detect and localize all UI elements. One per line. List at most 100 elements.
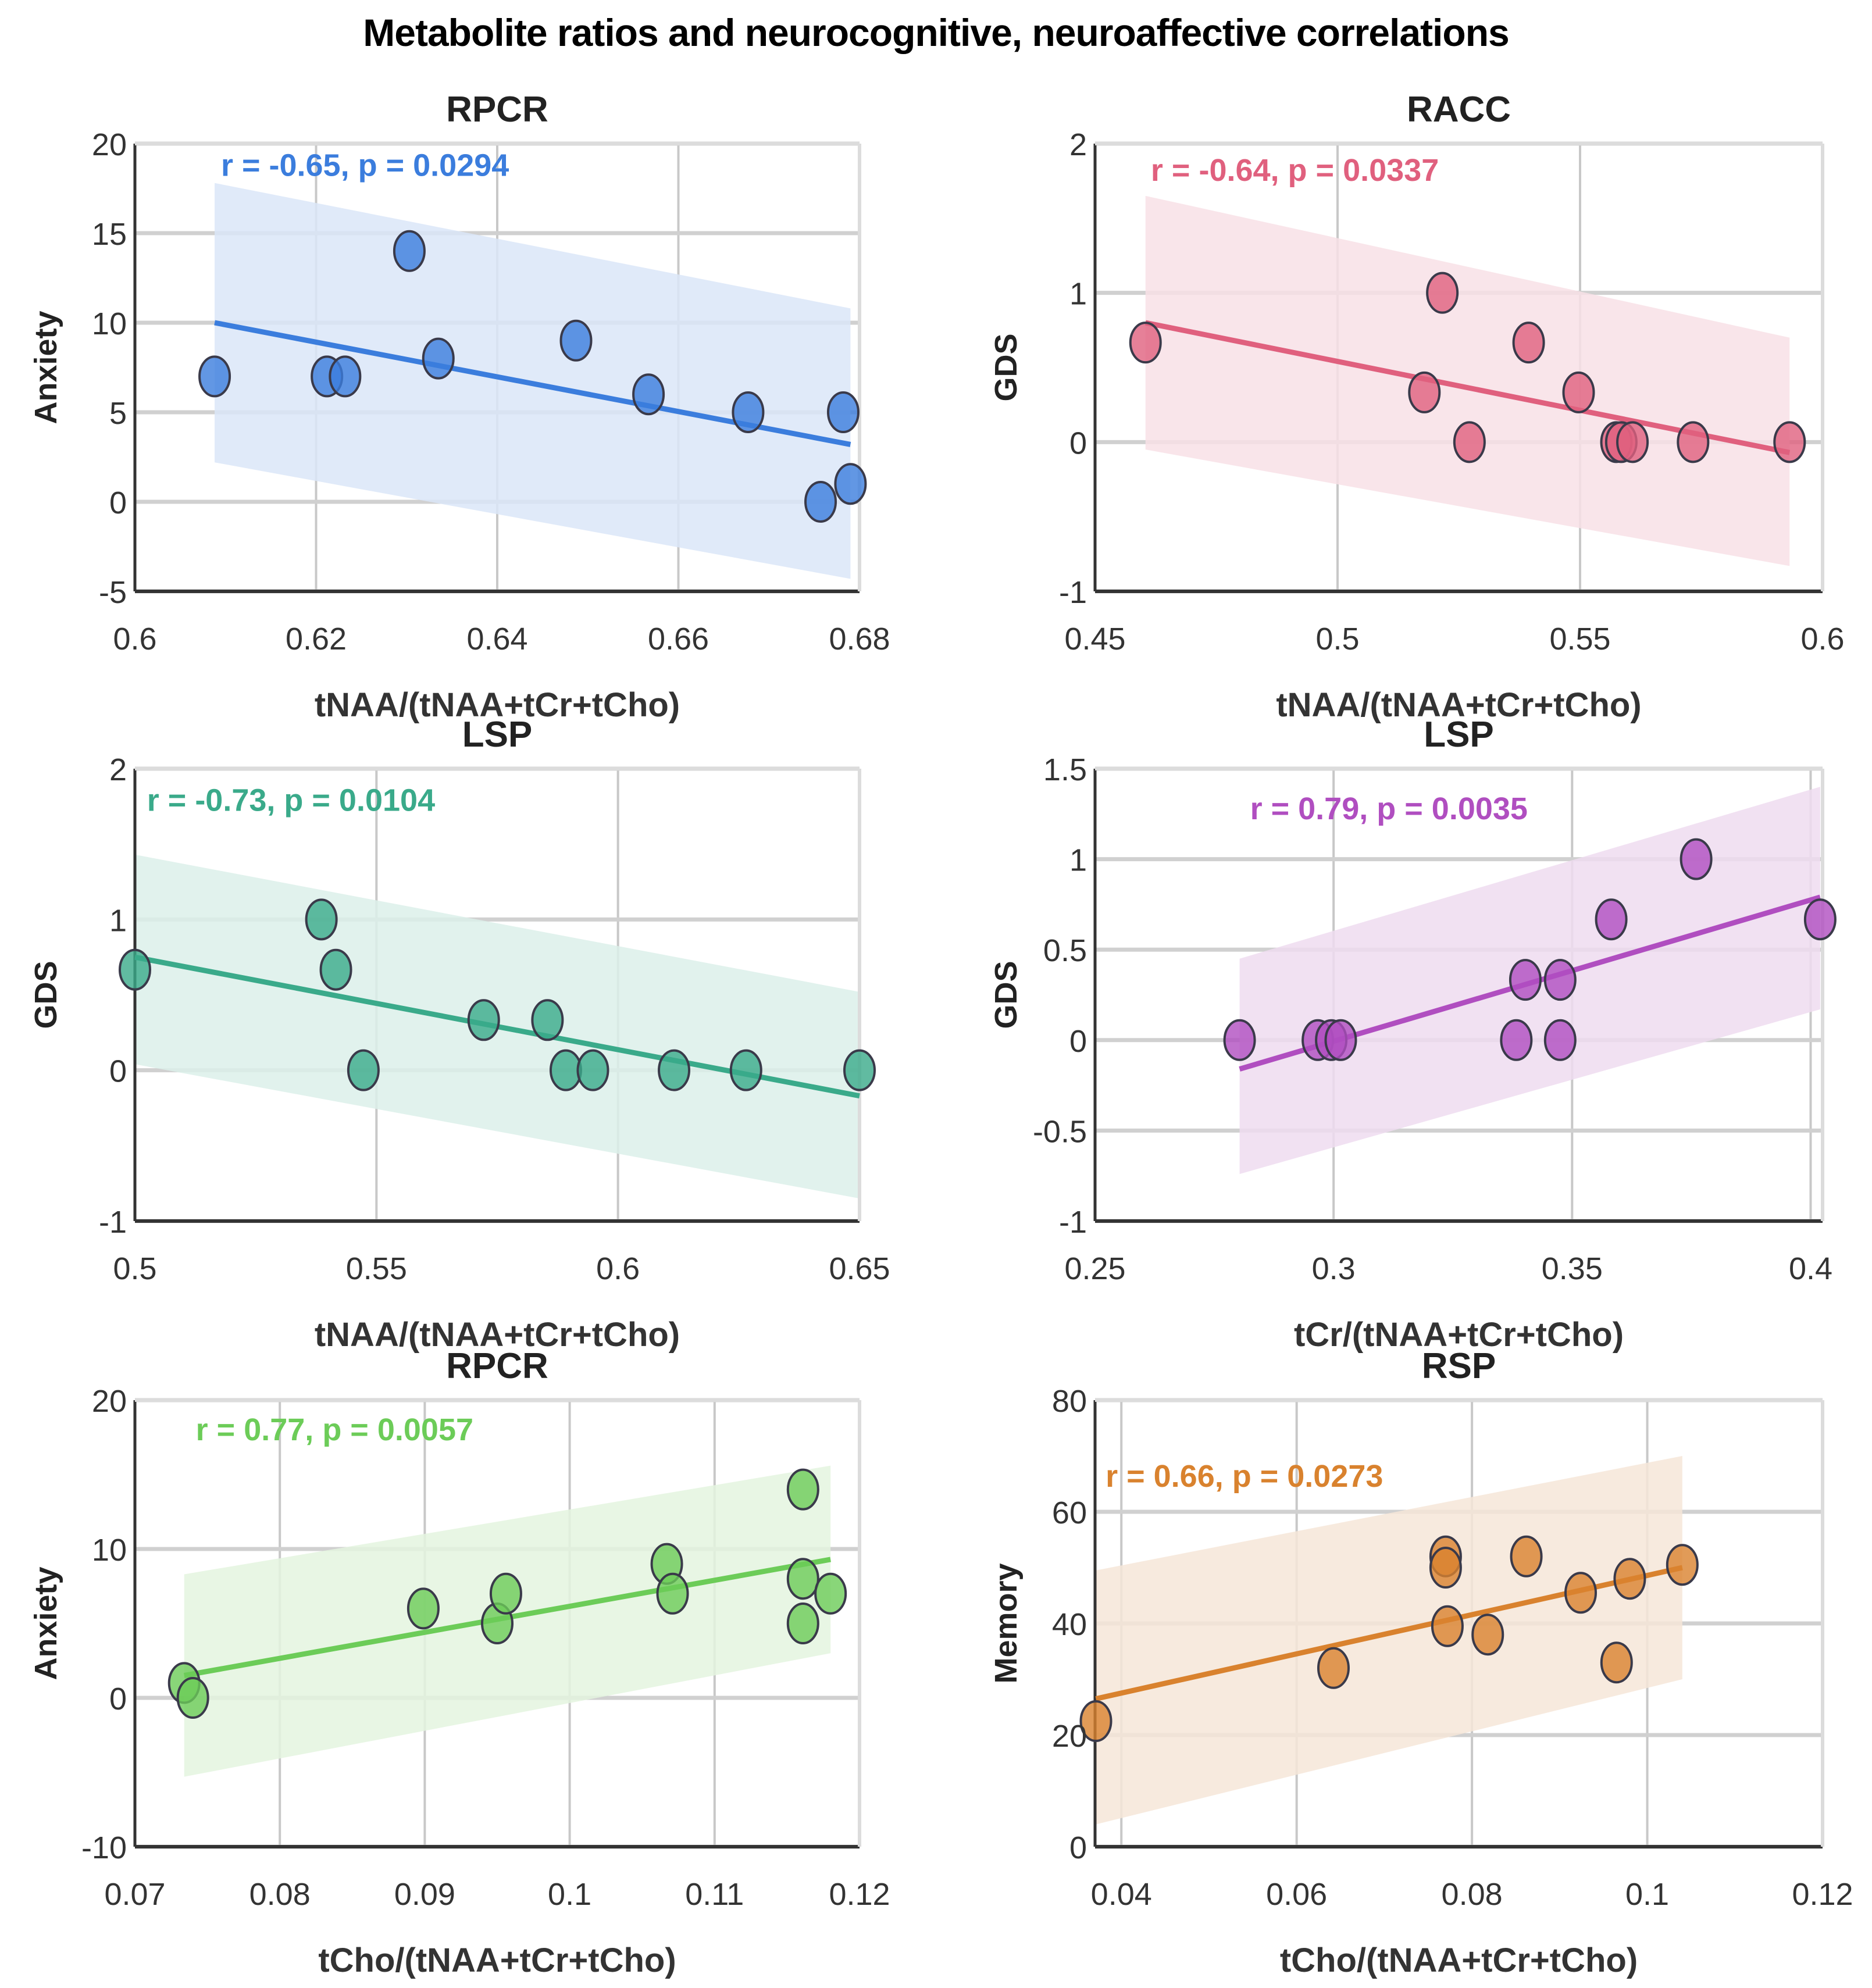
data-point	[843, 1049, 876, 1091]
data-point	[1510, 1535, 1543, 1577]
data-point	[329, 355, 362, 398]
correlation-annotation: r = -0.64, p = 0.0337	[1151, 153, 1439, 188]
data-point	[1773, 421, 1806, 463]
y-axis-label: Anxiety	[28, 1566, 63, 1680]
figure-title: Metabolite ratios and neurocognitive, ne…	[363, 11, 1509, 54]
panel-title: RACC	[1407, 90, 1511, 130]
x-tick-label: 0.12	[1792, 1877, 1853, 1912]
x-tick-label: 0.35	[1542, 1251, 1603, 1286]
y-tick-label: 10	[92, 306, 127, 341]
data-point	[1803, 898, 1837, 941]
data-point	[119, 948, 151, 991]
y-tick-label: -10	[81, 1830, 127, 1865]
data-point	[632, 373, 665, 416]
y-tick-label: 60	[1052, 1496, 1087, 1530]
y-tick-label: -1	[99, 1205, 127, 1240]
y-axis-label: GDS	[28, 961, 63, 1029]
data-point	[347, 1049, 380, 1091]
x-tick-label: 0.07	[104, 1877, 165, 1912]
data-point	[1471, 1614, 1504, 1656]
data-point	[732, 391, 765, 433]
correlation-annotation: r = 0.77, p = 0.0057	[196, 1412, 473, 1447]
y-tick-label: 0	[1069, 1830, 1087, 1865]
panel-title: RPCR	[446, 1346, 548, 1386]
data-point	[1613, 1558, 1646, 1600]
data-point	[658, 1049, 691, 1091]
correlation-annotation: r = -0.73, p = 0.0104	[147, 783, 435, 818]
data-point	[1595, 898, 1628, 941]
x-tick-label: 0.45	[1064, 622, 1125, 656]
data-point	[786, 1468, 819, 1511]
y-tick-label: 0	[1069, 426, 1087, 461]
x-tick-label: 0.3	[1312, 1251, 1356, 1286]
data-point	[804, 481, 837, 523]
x-tick-label: 0.04	[1091, 1877, 1152, 1912]
panel-title: LSP	[1424, 715, 1494, 755]
data-point	[1666, 1544, 1699, 1586]
data-point	[1453, 421, 1486, 463]
y-tick-label: 40	[1052, 1607, 1087, 1642]
panel-4: 0.25 0.3 0.35 0.4 -1 -0.5 0 0.5 1 1.5 LSP tCr/(tNAA…	[989, 715, 1837, 1354]
data-point	[198, 355, 231, 398]
x-tick-label: 0.1	[548, 1877, 591, 1912]
data-point	[531, 999, 564, 1041]
y-axis-label: Anxiety	[28, 310, 63, 424]
x-tick-label: 0.08	[249, 1877, 311, 1912]
data-point	[489, 1572, 522, 1615]
y-tick-label: 0	[109, 1682, 127, 1716]
x-tick-label: 0.12	[829, 1877, 890, 1912]
y-tick-label: 80	[1052, 1384, 1087, 1419]
y-axis-label: GDS	[989, 333, 1024, 401]
data-point	[1317, 1647, 1350, 1689]
data-point	[1509, 959, 1542, 1001]
data-point	[1500, 1019, 1533, 1061]
panel-5: 0.07 0.08 0.09 0.1 0.11 0.12 -10 0 10 20 RPCR tCho/…	[28, 1346, 890, 1979]
x-tick-label: 0.4	[1789, 1251, 1832, 1286]
y-tick-label: -5	[99, 575, 127, 610]
x-tick-label: 0.65	[829, 1251, 890, 1286]
x-axis-label: tNAA/(tNAA+tCr+tCho)	[315, 686, 680, 724]
data-point	[729, 1049, 762, 1091]
x-tick-label: 0.6	[113, 622, 156, 656]
x-tick-label: 0.5	[113, 1251, 156, 1286]
confidence-band	[1145, 195, 1790, 566]
x-tick-label: 0.6	[596, 1251, 640, 1286]
data-point	[1616, 421, 1649, 463]
y-tick-label: 20	[1052, 1719, 1087, 1754]
data-point	[422, 337, 455, 380]
data-point	[1324, 1019, 1357, 1061]
y-tick-label: 2	[109, 752, 127, 787]
x-axis-label: tCho/(tNAA+tCr+tCho)	[1280, 1941, 1638, 1979]
x-tick-label: 0.62	[286, 622, 347, 656]
panel-title: RSP	[1422, 1346, 1496, 1386]
correlation-annotation: r = 0.66, p = 0.0273	[1106, 1459, 1383, 1494]
data-point	[814, 1572, 847, 1615]
x-tick-label: 0.55	[346, 1251, 407, 1286]
data-point	[305, 898, 338, 941]
y-tick-label: -0.5	[1033, 1114, 1087, 1149]
y-tick-label: -1	[1059, 575, 1087, 610]
y-tick-label: -1	[1059, 1205, 1087, 1240]
correlation-annotation: r = -0.65, p = 0.0294	[221, 148, 509, 183]
x-tick-label: 0.55	[1549, 622, 1610, 656]
data-point	[786, 1558, 819, 1600]
data-point	[576, 1049, 609, 1091]
y-tick-label: 1.5	[1043, 752, 1087, 787]
data-point	[467, 999, 500, 1041]
y-tick-label: 1	[1069, 843, 1087, 878]
y-tick-label: 1	[1069, 277, 1087, 312]
y-tick-label: 5	[109, 396, 127, 431]
x-tick-label: 0.68	[829, 622, 890, 656]
y-tick-label: 0.5	[1043, 933, 1087, 968]
data-point	[1431, 1605, 1464, 1647]
panel-2: 0.45 0.5 0.55 0.6 -1 0 1 2 RACC tNAA/(tNAA+tCr+tC…	[989, 90, 1845, 724]
x-tick-label: 0.25	[1064, 1251, 1125, 1286]
panel-title: RPCR	[446, 90, 548, 130]
data-point	[1680, 838, 1713, 880]
data-point	[826, 391, 860, 433]
data-point	[786, 1602, 819, 1644]
y-tick-label: 20	[92, 127, 127, 162]
x-tick-label: 0.1	[1625, 1877, 1669, 1912]
data-point	[559, 319, 593, 362]
data-point	[1543, 959, 1577, 1001]
